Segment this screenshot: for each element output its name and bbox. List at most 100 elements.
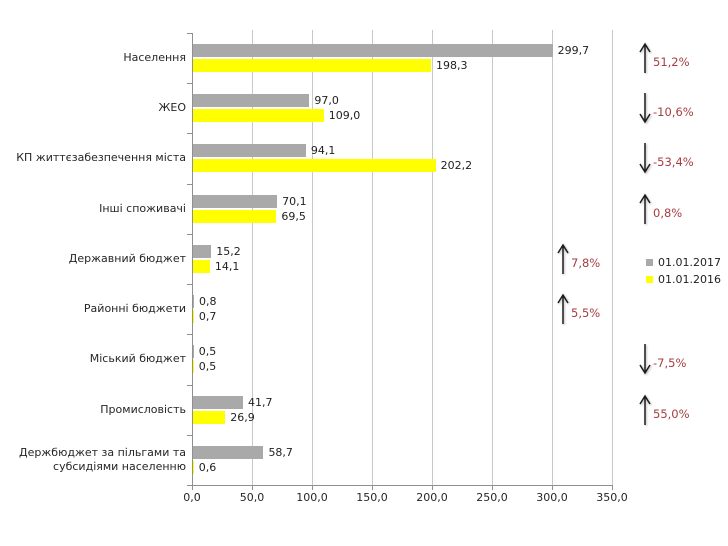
legend-label: 01.01.2016 <box>658 273 721 286</box>
x-axis-tick <box>492 485 493 490</box>
y-axis-line <box>192 33 193 485</box>
arrow-up-icon <box>638 41 652 75</box>
legend-swatch <box>646 276 653 283</box>
bar-value-label: 0,8 <box>198 295 217 309</box>
bar-01-01-2016 <box>193 159 436 173</box>
x-axis-tick <box>192 485 193 490</box>
arrow-up-icon <box>556 292 570 326</box>
arrow-down-icon <box>638 342 652 376</box>
y-axis-tick <box>187 234 192 235</box>
x-axis-tick-label: 100,0 <box>296 491 328 504</box>
delta-percent-label: 55,0% <box>653 406 690 421</box>
bar-value-label: 0,5 <box>198 360 217 374</box>
bar-value-label: 15,2 <box>216 244 241 258</box>
category-label: ЖЕО <box>158 101 186 115</box>
x-axis-tick <box>252 485 253 490</box>
x-axis-line <box>192 485 613 486</box>
bar-value-label: 41,7 <box>248 395 273 409</box>
legend-item: 01.01.2016 <box>646 271 721 288</box>
y-axis-tick <box>187 284 192 285</box>
gridline <box>252 30 253 485</box>
category-label: Держбюджет за пільгами та субсидіями нас… <box>19 445 186 473</box>
legend: 01.01.2017 01.01.2016 <box>646 254 721 288</box>
bar-01-01-2016 <box>193 59 431 72</box>
bar-value-label: 97,0 <box>314 94 339 108</box>
delta-percent-label: -10,6% <box>653 105 694 120</box>
bar-01-01-2016 <box>193 209 277 223</box>
bar-01-01-2016 <box>193 310 194 324</box>
bar-value-label: 198,3 <box>435 59 468 72</box>
delta-percent-label: 51,2% <box>653 55 690 69</box>
y-axis-tick <box>187 485 192 486</box>
x-axis-tick-label: 0,0 <box>183 491 201 504</box>
category-label: Інші споживачі <box>99 201 186 215</box>
bar-01-01-2016 <box>193 109 324 123</box>
bar-01-01-2017 <box>193 194 278 208</box>
category-label: Державний бюджет <box>68 251 186 265</box>
category-label: Промисловість <box>100 402 186 416</box>
delta-percent-label: 7,8% <box>571 255 601 270</box>
x-axis-tick <box>432 485 433 490</box>
bar-value-label: 69,5 <box>281 209 306 223</box>
gridline <box>372 30 373 485</box>
y-axis-tick <box>187 334 192 335</box>
arrow-down-icon <box>638 141 652 175</box>
delta-percent-label: 5,5% <box>571 306 601 321</box>
gridline <box>612 30 613 485</box>
gridline <box>552 30 553 485</box>
x-axis-tick <box>312 485 313 490</box>
arrow-up-icon <box>638 192 652 226</box>
bar-01-01-2017 <box>193 395 244 409</box>
bar-value-label: 0,7 <box>198 310 217 324</box>
arrow-up-icon <box>556 242 570 276</box>
x-axis-tick-label: 350,0 <box>596 491 628 504</box>
bar-value-label: 26,9 <box>230 410 255 424</box>
y-axis-tick <box>187 133 192 134</box>
gridline <box>432 30 433 485</box>
x-axis-tick-label: 250,0 <box>476 491 508 504</box>
x-axis-tick-label: 200,0 <box>416 491 448 504</box>
category-label: Районні бюджети <box>83 302 186 316</box>
bar-01-01-2016 <box>193 259 210 273</box>
legend-swatch <box>646 259 653 266</box>
x-axis-tick <box>372 485 373 490</box>
category-label: Міський бюджет <box>89 352 186 366</box>
bar-value-label: 94,1 <box>310 144 336 158</box>
bar-01-01-2017 <box>193 295 194 309</box>
bar-value-label: 299,7 <box>557 44 590 57</box>
bar-01-01-2017 <box>193 94 310 108</box>
bar-01-01-2017 <box>193 244 212 258</box>
bar-value-label: 109,0 <box>328 109 361 123</box>
x-axis-tick <box>612 485 613 490</box>
bar-value-label: 14,1 <box>214 259 240 273</box>
y-axis-tick <box>187 33 192 34</box>
gridline <box>492 30 493 485</box>
bar-01-01-2017 <box>193 44 553 57</box>
legend-item: 01.01.2017 <box>646 254 721 271</box>
bar-01-01-2017 <box>193 345 194 359</box>
x-axis-tick <box>552 485 553 490</box>
x-axis-tick-label: 50,0 <box>239 491 265 504</box>
bar-value-label: 0,5 <box>198 345 217 359</box>
category-label: КП життєзабезпечення міста <box>16 151 186 165</box>
bar-value-label: 202,2 <box>440 159 473 173</box>
delta-percent-label: 0,8% <box>653 205 683 220</box>
y-axis-tick <box>187 385 192 386</box>
delta-percent-label: -7,5% <box>653 356 687 371</box>
bar-01-01-2016 <box>193 460 194 474</box>
bar-01-01-2017 <box>193 144 306 158</box>
legend-label: 01.01.2017 <box>658 256 721 269</box>
bar-01-01-2016 <box>193 360 194 374</box>
delta-percent-label: -53,4% <box>653 155 694 170</box>
x-axis-tick-label: 300,0 <box>536 491 568 504</box>
arrow-down-icon <box>638 91 652 125</box>
y-axis-tick <box>187 83 192 84</box>
bar-value-label: 58,7 <box>268 445 293 459</box>
bar-value-label: 70,1 <box>282 194 307 208</box>
gridline <box>312 30 313 485</box>
bar-value-label: 0,6 <box>198 460 217 474</box>
x-axis-tick-label: 150,0 <box>356 491 388 504</box>
y-axis-tick <box>187 184 192 185</box>
bar-01-01-2017 <box>193 445 264 459</box>
